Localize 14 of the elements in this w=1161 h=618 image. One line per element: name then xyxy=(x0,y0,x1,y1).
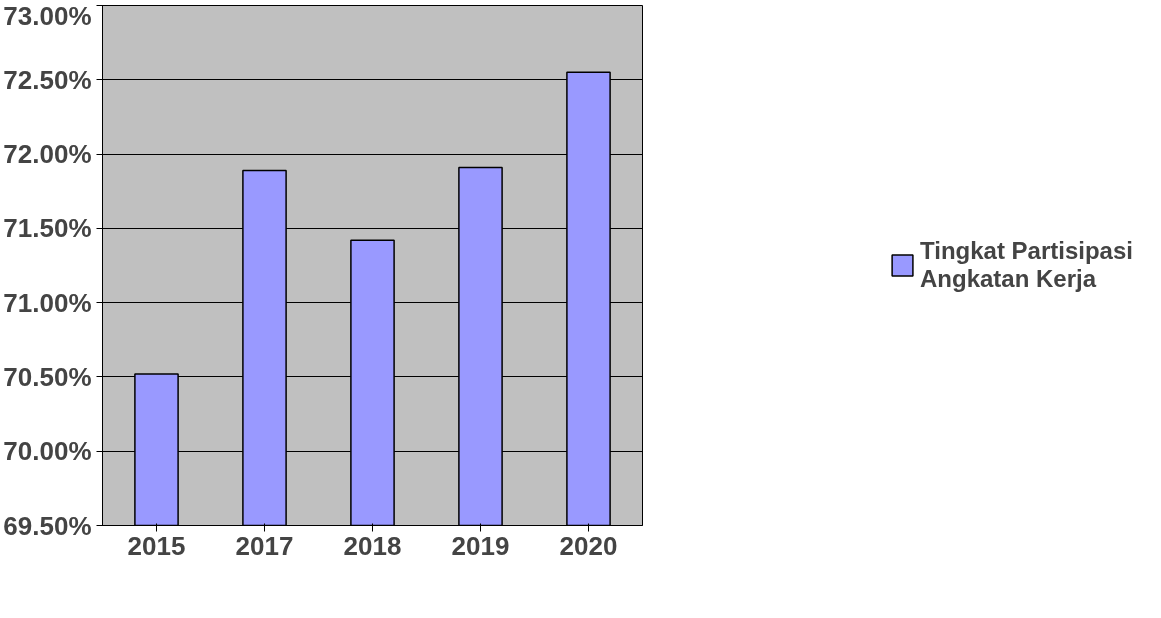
y-tick-label: 71.50% xyxy=(3,213,92,244)
x-tick-label: 2020 xyxy=(559,530,618,561)
y-tick-label: 72.00% xyxy=(3,139,92,170)
y-tick-label: 70.50% xyxy=(3,361,92,392)
x-tick-label: 2015 xyxy=(127,530,186,561)
y-tick-label: 70.00% xyxy=(3,436,92,467)
x-tick-label: 2019 xyxy=(451,530,510,561)
y-tick-label: 69.50% xyxy=(3,510,92,541)
y-tick-label: 71.00% xyxy=(3,287,92,318)
x-tick-label: 2018 xyxy=(343,530,402,561)
y-tick-label: 73.00% xyxy=(3,0,92,31)
x-tick-label: 2017 xyxy=(235,530,294,561)
legend-label: Tingkat Partisipasi Angkatan Kerja xyxy=(920,236,1133,294)
y-tick-label: 72.50% xyxy=(3,64,92,95)
